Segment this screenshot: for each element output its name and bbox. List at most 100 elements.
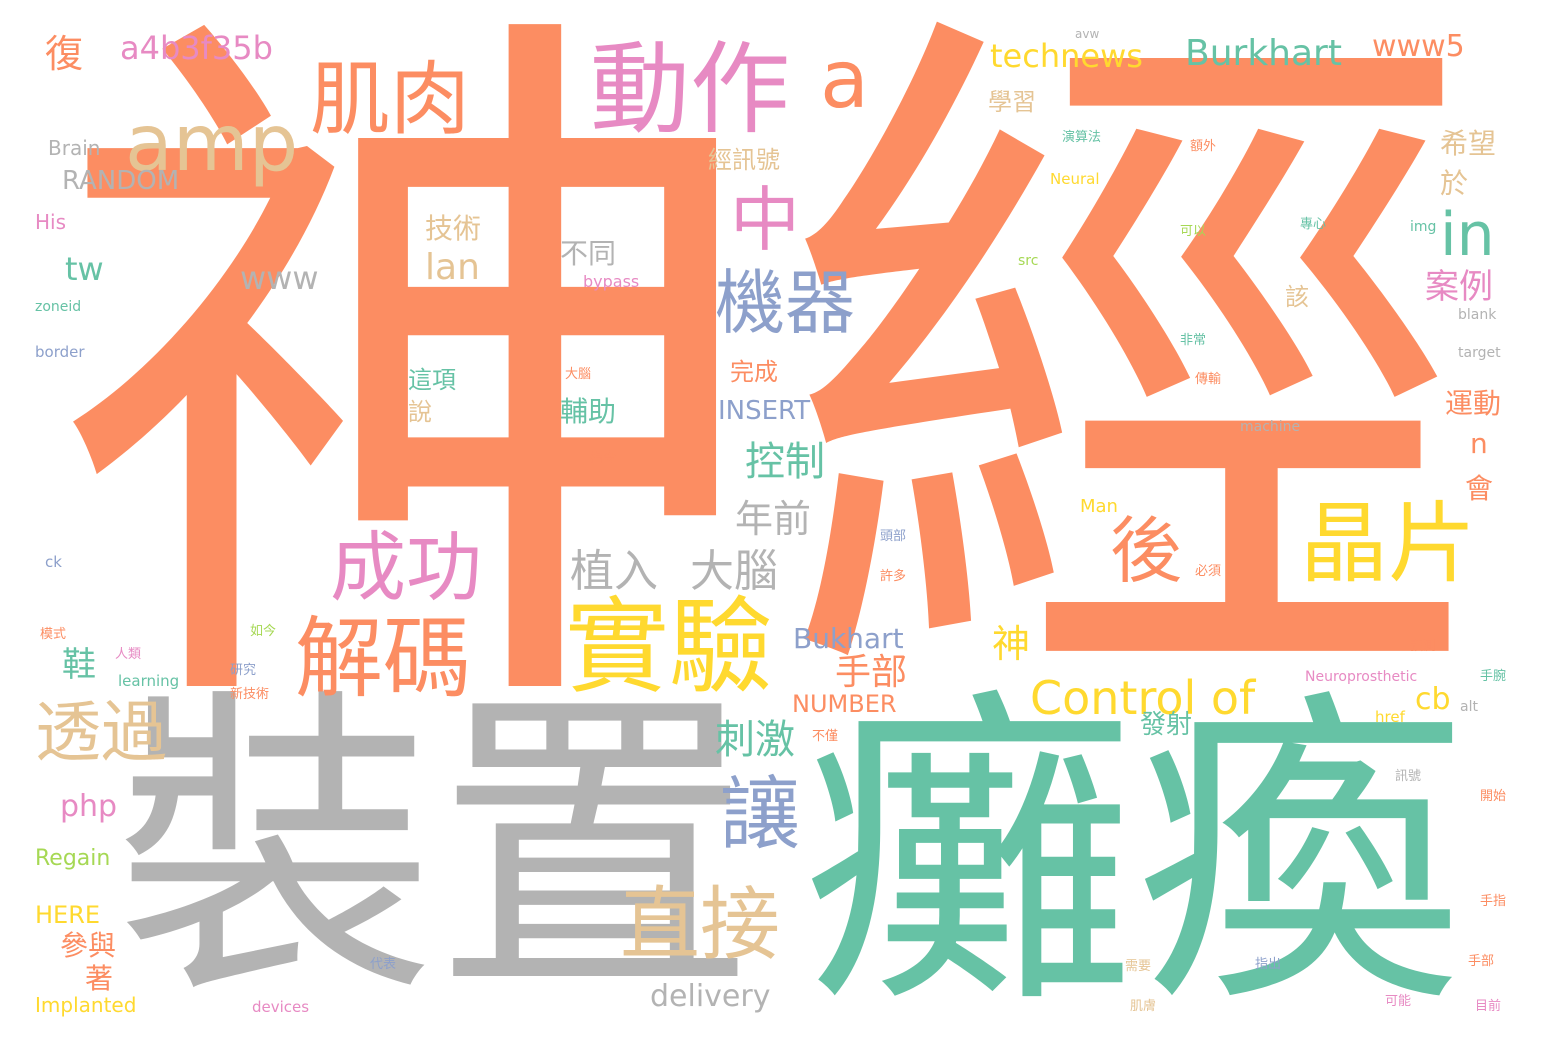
word-regain: Regain [35,846,111,871]
word-yan-suan-fa: 演算法 [1062,130,1102,145]
word-dong-zuo: 動作 [590,31,790,148]
word-xu-yao: 需要 [1125,959,1152,974]
word-learning: learning [118,672,180,690]
word-shou-bu: 手部 [835,652,908,693]
word-alt: alt [1460,699,1478,715]
word-target: target [1458,345,1501,361]
word-shuo: 說 [408,398,432,426]
word-fa-she: 發射 [1140,710,1193,740]
word-zhi-ru: 植入 [570,546,658,597]
word-zhong: 中 [730,179,800,261]
word-shi-yan: 實驗 [565,586,774,708]
word-yu: 於 [1440,167,1469,200]
word-an-li: 案例 [1425,267,1493,307]
word-xin-hao: 訊號 [1395,769,1422,784]
word-his: His [35,210,67,234]
word-control-of: Control of [1030,671,1256,725]
word-yun-dong: 運動 [1445,387,1502,420]
word-zhe-xiang: 這項 [408,366,456,394]
word-nian-qian: 年前 [735,497,812,541]
word-jing: 經 [780,0,1480,777]
word-a: a [820,33,870,126]
word-lan: lan [425,247,480,288]
word-ren-lei: 人類 [115,647,142,662]
word-neuroprosthetic: Neuroprosthetic [1305,669,1418,685]
word-bypass: bypass [583,272,640,291]
word-xin-ji-shu: 新技術 [230,687,270,702]
word-implanted: Implanted [35,993,137,1017]
word-xue-xi: 學習 [988,88,1036,116]
word-n: n [1470,427,1488,460]
word-can-yu: 參與 [60,929,117,962]
word-kong-zhi: 控制 [745,439,825,485]
word-zhu: 著 [85,962,114,995]
word-number: NUMBER [792,690,897,718]
word-yan-jiu: 研究 [230,663,257,678]
word-brain: Brain [48,136,101,160]
word-man: Man [1080,496,1118,517]
word-rang: 讓 [720,768,800,861]
word-href: href [1375,708,1405,726]
word-zhuan-xin: 專心 [1300,217,1327,232]
word-ci-ji: 刺激 [715,717,795,763]
word-bu-tong: 不同 [560,237,617,270]
word-yu-ce: 預測 [1410,639,1437,654]
word-here: HERE [35,901,101,929]
word-bukhart: Bukhart [793,622,904,655]
word-devices: devices [252,998,310,1016]
word-src: src [1018,253,1039,269]
word-xie: 鞋 [62,645,96,685]
word-ji-rou: 肌肉 [310,53,470,146]
word-zhi-ling: 指令 [590,451,617,466]
word-amp: amp [125,99,299,189]
word-da-nao-small: 大腦 [565,367,592,382]
word-burkhart: Burkhart [1185,33,1342,74]
word-machine: machine [1240,419,1301,435]
word-ji-shu: 技術 [425,212,482,245]
word-mu-qian: 目前 [1475,999,1502,1014]
word-mo-shi: 模式 [40,627,67,642]
word-insert: INSERT [718,396,811,426]
word-dai-biao: 代表 [370,957,397,972]
word-zhi-chu: 指出 [1255,957,1282,972]
word-a4b3f35b: a4b3f35b [120,29,273,67]
word-zoneid: zoneid [35,299,82,315]
word-ji-fu: 肌膚 [1130,999,1157,1014]
word-www: www [240,259,319,297]
word-img: img [1410,219,1437,235]
word-neural: Neural [1050,170,1100,188]
word-zhuang-zhi: 裝置 [115,664,755,1036]
word-tou-bu: 頭部 [880,529,907,544]
word-da-nao: 大腦 [690,546,778,597]
word-xu-duo: 許多 [880,569,907,584]
word-avw: avw [1075,27,1100,41]
word-zhi-jie: 直接 [620,878,780,971]
word-delivery: delivery [650,979,771,1014]
word-bu-jin: 不僅 [812,729,839,744]
word-ke-neng: 可能 [1385,994,1412,1009]
word-ck: ck [45,553,62,571]
word-shen-small: 神 [992,622,1031,666]
word-jie-ma: 解碼 [295,607,472,710]
word-tw: tw [65,250,104,288]
word-cheng-gong: 成功 [330,523,482,612]
word-shou-wan: 手腕 [1480,669,1507,684]
word-cb: cb [1415,682,1451,717]
word-hou: 後 [1110,509,1183,593]
word-blank: blank [1458,307,1497,323]
word-e-wai: 額外 [1190,139,1217,154]
word-kai-shi: 開始 [1480,789,1507,804]
word-jing-xun-hao: 經訊號 [708,146,780,174]
word-wan-cheng: 完成 [730,358,778,386]
word-www5: www5 [1372,29,1465,64]
word-ke-yi: 可以 [1180,224,1207,239]
word-xi-wang: 希望 [1440,127,1497,160]
word-fu-zhu: 輔助 [560,395,617,428]
word-in: in [1440,200,1495,270]
word-bi-xu: 必須 [1195,564,1222,579]
word-border: border [35,343,85,361]
word-ru-jin: 如今 [250,624,277,639]
word-shou-bu-small: 手部 [1468,954,1495,969]
word-fei-chang: 非常 [1180,333,1207,348]
